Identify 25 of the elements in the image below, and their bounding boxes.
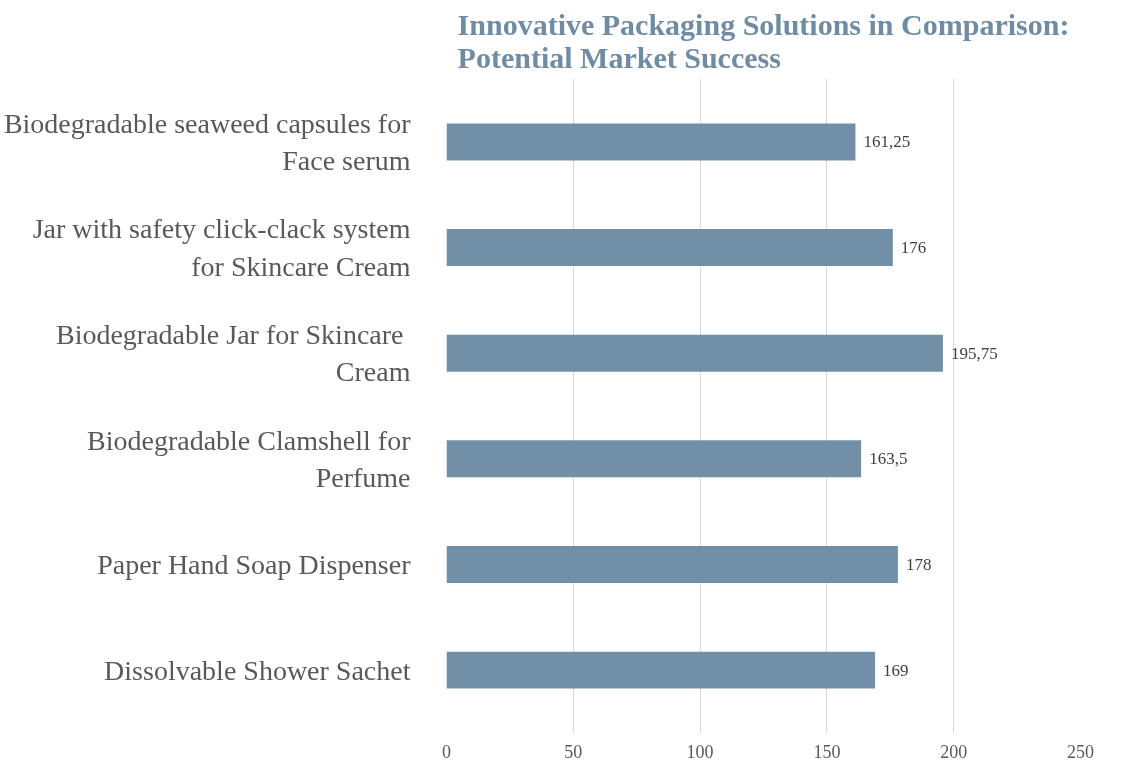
x-tick-label: 200 [940,741,968,762]
y-tick-label: Biodegradable seaweed capsules for Face serum [3,107,412,176]
y-tick-label: Biodegradable Clamshell for Perfume [87,424,412,493]
data-label: 195,75 [950,343,998,363]
data-label: 163,5 [869,449,908,469]
y-tick-label: Paper Hand Soap Dispenser [97,548,412,580]
bar [446,334,943,372]
data-label: 169 [883,660,909,680]
y-tick-label: Jar with safety click-clack system for Skincare Cream [32,213,411,282]
x-tick-label: 150 [813,741,841,762]
x-tick-label: 0 [442,741,451,762]
x-tick-label: 100 [686,741,714,762]
chart-title: Innovative Packaging Solutions in Comparison: Potential Market Success [457,7,1070,74]
bar [446,123,856,161]
y-tick-label: Biodegradable Jar for Skincare Cream [55,319,411,388]
y-tick-label: Dissolvable Shower Sachet [104,654,411,686]
data-label: 161,25 [863,132,911,152]
x-tick-label: 50 [564,741,583,762]
bar [446,229,893,267]
bar [446,651,876,689]
x-tick-label: 250 [1067,741,1094,762]
bar [446,545,898,583]
data-label: 178 [905,554,932,574]
bar [446,440,862,478]
data-label: 176 [900,238,927,258]
